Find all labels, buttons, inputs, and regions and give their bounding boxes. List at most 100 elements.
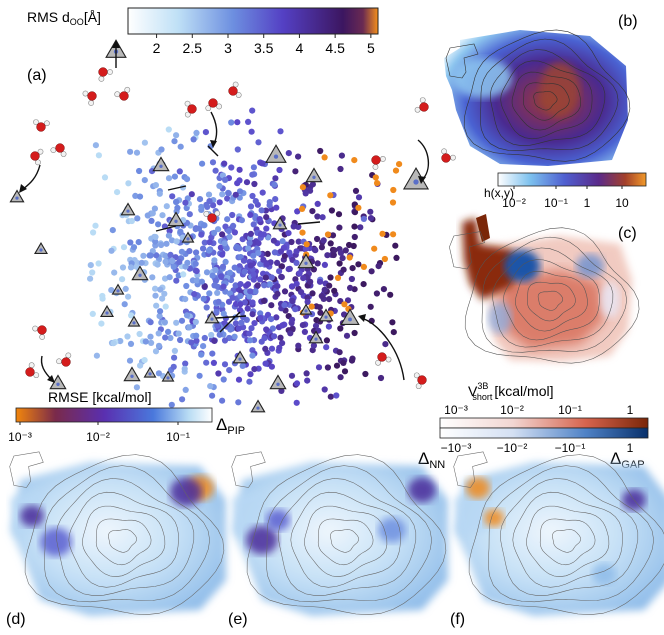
contour-b <box>463 29 631 162</box>
scatter-point <box>393 254 400 261</box>
scatter-point <box>368 268 375 275</box>
scatter-point-outlier <box>374 180 381 187</box>
scatter-point <box>212 167 219 174</box>
error-panel <box>9 451 226 616</box>
scatter-point <box>193 337 200 344</box>
scatter-point <box>257 315 264 322</box>
scatter-point <box>224 216 231 223</box>
scatter-point <box>121 301 128 308</box>
scatter-point <box>256 216 263 223</box>
scatter-point <box>167 251 174 258</box>
scatter-point <box>144 212 151 219</box>
scatter-point <box>147 319 154 326</box>
scatter-point <box>155 221 162 228</box>
scatter-point <box>251 320 258 327</box>
scatter-point-outlier <box>360 263 367 270</box>
scatter-point <box>316 278 324 285</box>
scatter-point <box>162 334 169 341</box>
trimer-triangle <box>299 303 313 315</box>
scatter-point <box>238 217 245 224</box>
scatter-point <box>109 227 116 234</box>
scatter-point <box>193 129 200 136</box>
scatter-point <box>221 240 228 247</box>
scatter-point <box>127 239 134 246</box>
scatter-point <box>186 248 193 255</box>
scatter-point <box>340 266 347 273</box>
trimer-triangle <box>305 167 323 183</box>
scatter-point <box>108 287 115 294</box>
scatter-point-outlier <box>390 231 397 238</box>
scatter-point <box>268 316 275 323</box>
scatter-point-outlier <box>346 254 353 261</box>
scatter-point <box>318 292 325 300</box>
contour-error <box>468 454 664 615</box>
scatter-point-outlier <box>351 157 358 164</box>
scatter-point <box>289 297 296 305</box>
colorbar-d-tick-label: 10⁻³ <box>8 430 32 444</box>
scatter-point-outlier <box>389 199 397 206</box>
scatter-point <box>193 249 200 256</box>
contour-error <box>526 505 610 577</box>
scatter-point <box>182 296 189 303</box>
scatter-point <box>135 239 142 246</box>
scatter-point <box>140 252 147 259</box>
scatter-point-outlier <box>355 204 362 211</box>
scatter-point <box>250 221 257 228</box>
scatter-point <box>249 299 256 306</box>
scatter-point <box>147 252 154 259</box>
scatter-point <box>171 173 178 180</box>
scatter-point <box>273 314 280 321</box>
scatter-point <box>289 316 296 323</box>
scatter-point <box>262 274 269 281</box>
scatter-point <box>214 289 221 296</box>
scatter-point <box>252 198 259 205</box>
scatter-point <box>232 191 239 198</box>
scatter-point <box>159 295 166 302</box>
water-molecule <box>371 155 386 170</box>
scatter-point <box>155 342 163 349</box>
scatter-point <box>87 275 94 282</box>
scatter-point <box>168 237 176 244</box>
scatter-point <box>351 329 358 337</box>
water-molecule <box>50 143 67 157</box>
scatter-point <box>188 191 195 198</box>
scatter-point <box>199 160 206 167</box>
scatter-point <box>179 396 186 403</box>
trimer-bond <box>297 221 321 225</box>
scatter-point <box>177 228 184 235</box>
scatter-point <box>261 282 268 289</box>
colorbar-a-ticks: 2 2.5 3 3.5 4 4.5 5 <box>153 34 375 56</box>
scatter-point <box>170 363 177 370</box>
scatter-point <box>247 203 255 210</box>
scatter-point <box>342 247 349 254</box>
trimer-triangle <box>297 253 315 269</box>
scatter-point <box>279 322 286 329</box>
scatter-point <box>271 181 278 188</box>
scatter-point <box>236 267 243 274</box>
scatter-point <box>249 192 256 200</box>
scatter-point <box>314 200 321 207</box>
scatter-point <box>99 292 106 300</box>
scatter-point <box>162 258 169 265</box>
scatter-point <box>229 294 236 301</box>
scatter-point <box>323 337 330 344</box>
error-hotspot <box>466 477 490 499</box>
scatter-point <box>277 128 284 135</box>
scatter-point <box>209 350 216 357</box>
scatter-point <box>127 148 134 155</box>
scatter-point <box>367 303 374 310</box>
scatter-point <box>200 343 207 350</box>
scatter-point <box>234 119 241 126</box>
scatter-point <box>274 259 281 266</box>
scatter-point <box>355 261 362 268</box>
scatter-point <box>148 339 155 346</box>
scatter-point <box>235 399 242 406</box>
scatter-point <box>336 224 343 231</box>
scatter-point <box>137 362 144 369</box>
scatter-point <box>198 351 205 358</box>
scatter-point <box>273 204 280 211</box>
scatter-point <box>159 212 166 219</box>
scatter-point <box>219 191 226 198</box>
scatter-point <box>171 354 178 361</box>
